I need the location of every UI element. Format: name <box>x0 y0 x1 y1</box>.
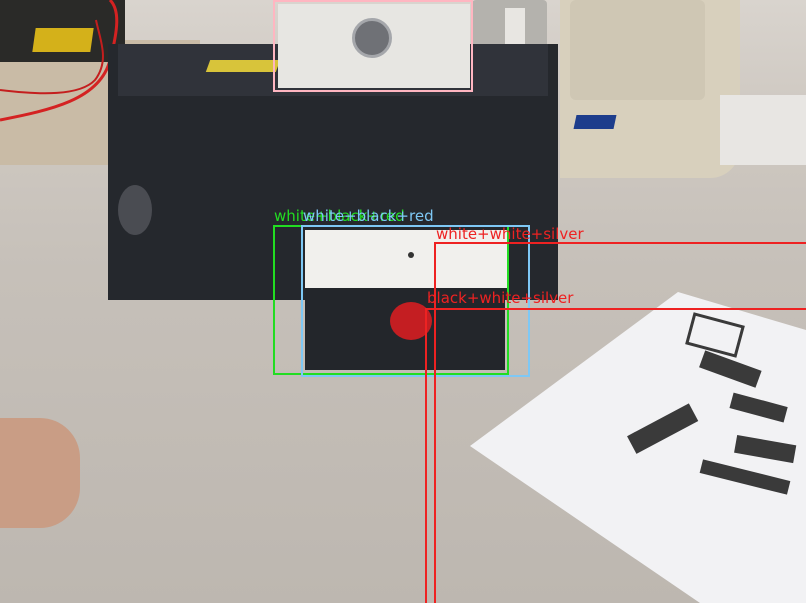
detection-label-blue: white+black+red <box>303 207 434 225</box>
button-box-white-lid <box>305 230 509 288</box>
camera-lens <box>352 18 392 58</box>
detection-label-red-1: white+white+silver <box>436 225 584 243</box>
speaker-grille <box>570 0 705 100</box>
hand <box>0 418 80 528</box>
phone-keypad <box>505 8 525 50</box>
lid-hole <box>408 252 414 258</box>
detection-label-red-2: black+white+silver <box>427 289 574 307</box>
detection-label-green: white+black+red <box>274 207 405 225</box>
radiator <box>720 95 806 165</box>
box-side-circle <box>118 185 152 235</box>
